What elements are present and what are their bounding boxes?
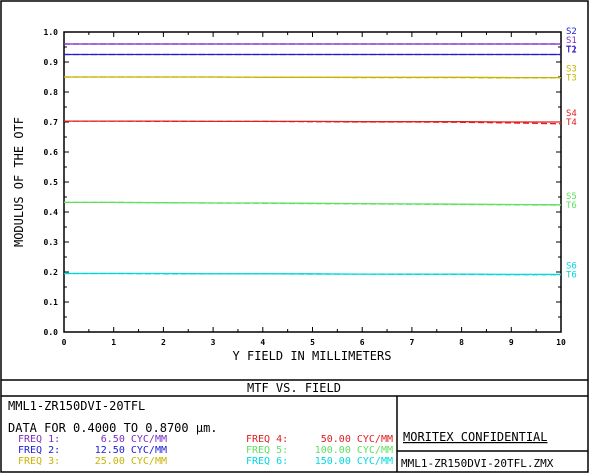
series-lines <box>64 43 562 276</box>
y-tick-label: 0.6 <box>44 148 59 157</box>
file-name: MML1-ZR150DVI-20TFL.ZMX <box>401 457 554 470</box>
legend-label-s4: S4 <box>566 109 577 119</box>
legend-label-s2: S2 <box>566 27 577 37</box>
x-tick-label: 4 <box>260 338 265 347</box>
x-tick-label: 10 <box>556 338 566 347</box>
legend-label-t4: T4 <box>566 118 577 128</box>
legend-label-t6: T6 <box>566 201 577 211</box>
legend-label-s6: S6 <box>566 261 577 271</box>
x-tick-label: 9 <box>509 338 514 347</box>
series-t4-line <box>64 120 562 125</box>
chart-title: MTF VS. FIELD <box>247 381 341 395</box>
lens-name: MML1-ZR150DVI-20TFL <box>8 399 145 413</box>
x-axis-label: Y FIELD IN MILLIMETERS <box>233 349 392 363</box>
y-axis-label: MODULUS OF THE OTF <box>12 117 26 247</box>
x-tick-label: 1 <box>111 338 116 347</box>
legend-label-t2: T2 <box>566 46 577 56</box>
freq-label: FREQ 3: <box>18 456 60 467</box>
data-range: DATA FOR 0.4000 TO 0.8700 µm. <box>8 421 218 435</box>
y-tick-label: 0.8 <box>44 88 59 97</box>
x-tick-label: 3 <box>211 338 216 347</box>
legend-label-t6: T6 <box>566 270 577 280</box>
x-tick-label: 7 <box>409 338 414 347</box>
frequency-list: FREQ 1: 6.50 CYC/MM FREQ 2: 12.50 CYC/MM FRE… <box>18 434 393 467</box>
legend-label-t1: T1 <box>566 45 577 55</box>
x-tick-label: 2 <box>161 338 166 347</box>
x-tick-label: 0 <box>62 338 67 347</box>
legend-label-s3: S3 <box>566 65 577 75</box>
y-tick-label: 0.7 <box>44 118 59 127</box>
series-t6-line <box>64 272 561 276</box>
x-tick-label: 8 <box>459 338 464 347</box>
freq-label: FREQ 5: <box>246 445 288 456</box>
freq-value: 25.00 CYC/MM <box>95 456 167 467</box>
freq-value: 150.00 CYC/MM <box>315 456 393 467</box>
confidential-label: MORITEX CONFIDENTIAL <box>403 430 548 444</box>
freq-label: FREQ 1: <box>18 434 60 445</box>
legend-label-s1: S1 <box>566 36 577 46</box>
freq-label: FREQ 2: <box>18 445 60 456</box>
x-tick-label: 5 <box>310 338 315 347</box>
legend-label-s5: S5 <box>566 192 577 202</box>
freq-value: 6.50 CYC/MM <box>101 434 167 445</box>
y-tick-label: 0.4 <box>44 208 59 217</box>
y-tick-label: 1.0 <box>44 28 59 37</box>
axis-ticks: 0 1 2 3 4 5 6 7 8 9 10 0.0 0.1 0.2 0.3 0.4 0.5 0.6 0.7 0.8 0… <box>44 28 566 347</box>
legend-label-t3: T3 <box>566 74 577 84</box>
y-tick-label: 0.5 <box>44 178 59 187</box>
y-tick-label: 0.1 <box>44 298 59 307</box>
freq-label: FREQ 4: <box>246 434 288 445</box>
x-tick-label: 6 <box>360 338 365 347</box>
series-t3-line <box>64 76 561 79</box>
freq-value: 50.00 CYC/MM <box>321 434 393 445</box>
freq-label: FREQ 6: <box>246 456 288 467</box>
freq-value: 12.50 CYC/MM <box>95 445 167 456</box>
y-tick-label: 0.0 <box>44 328 59 337</box>
series-t6-line <box>64 201 562 206</box>
y-tick-label: 0.3 <box>44 238 59 247</box>
y-tick-label: 0.2 <box>44 268 59 277</box>
freq-value: 100.00 CYC/MM <box>315 445 393 456</box>
y-tick-label: 0.9 <box>44 58 59 67</box>
